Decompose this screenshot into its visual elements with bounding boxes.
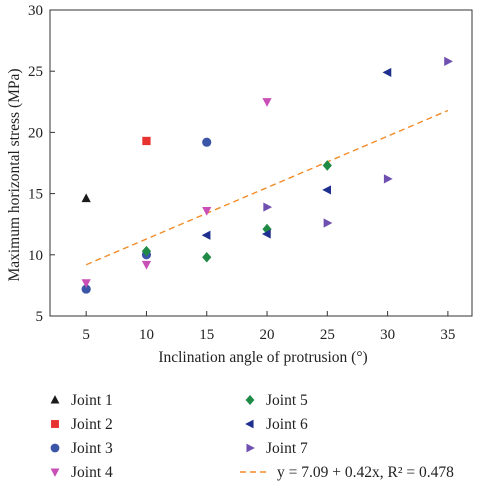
data-point-joint-6 bbox=[382, 67, 392, 78]
data-point-joint-7 bbox=[323, 218, 333, 228]
x-tick-label: 35 bbox=[440, 327, 455, 343]
legend-label-joint-5: Joint 5 bbox=[266, 392, 308, 409]
y-tick-label: 15 bbox=[28, 187, 43, 203]
x-tick-label: 30 bbox=[380, 327, 395, 343]
legend-label-joint-7: Joint 7 bbox=[266, 440, 308, 457]
data-point-joint-6 bbox=[201, 230, 211, 240]
data-point-joint-4 bbox=[262, 98, 272, 107]
legend-label-joint-3: Joint 3 bbox=[71, 440, 113, 457]
data-point-joint-4 bbox=[202, 207, 212, 216]
x-tick-label: 5 bbox=[82, 327, 90, 343]
legend-label-joint-4: Joint 4 bbox=[71, 464, 113, 481]
legend-label-joint-2: Joint 2 bbox=[71, 416, 113, 433]
y-tick-label: 20 bbox=[28, 125, 43, 141]
legend-label-joint-1: Joint 1 bbox=[71, 392, 113, 409]
data-point-joint-7 bbox=[263, 202, 273, 212]
data-point-joint-5 bbox=[322, 160, 332, 171]
legend-marker-joint-7 bbox=[246, 443, 255, 453]
x-axis-title: Inclination angle of protrusion (°) bbox=[158, 349, 367, 366]
data-point-joint-6 bbox=[322, 185, 331, 195]
data-point-joint-4 bbox=[81, 279, 91, 289]
x-tick-label: 15 bbox=[199, 327, 214, 343]
data-point-joint-5 bbox=[141, 245, 152, 257]
data-point-joint-2 bbox=[142, 136, 151, 146]
y-axis-title: Maximum horizontal stress (MPa) bbox=[6, 68, 23, 281]
data-point-joint-7 bbox=[444, 56, 453, 67]
data-point-joint-7 bbox=[383, 174, 393, 184]
legend-marker-joint-5 bbox=[245, 394, 255, 406]
x-tick-label: 20 bbox=[260, 327, 275, 343]
x-tick-label: 25 bbox=[320, 327, 335, 343]
y-tick-label: 5 bbox=[36, 309, 44, 325]
legend-marker-joint-4 bbox=[50, 468, 60, 477]
y-tick-label: 30 bbox=[28, 3, 43, 19]
legend-marker-joint-1 bbox=[50, 395, 60, 404]
data-point-joint-5 bbox=[202, 251, 212, 263]
y-tick-label: 25 bbox=[28, 64, 43, 80]
data-point-joint-4 bbox=[141, 260, 152, 270]
legend-marker-joint-6 bbox=[245, 419, 254, 429]
data-point-joint-3 bbox=[202, 137, 212, 147]
data-point-joint-3 bbox=[81, 284, 91, 294]
legend-label-fit: y = 7.09 + 0.42x, R² = 0.478 bbox=[277, 464, 454, 481]
x-tick-label: 10 bbox=[139, 327, 154, 343]
data-point-joint-1 bbox=[81, 193, 91, 203]
fit-line bbox=[85, 109, 449, 266]
y-tick-label: 10 bbox=[28, 248, 43, 264]
legend-marker-joint-2 bbox=[51, 420, 59, 428]
legend-label-joint-6: Joint 6 bbox=[266, 416, 308, 433]
legend-marker-joint-3 bbox=[50, 443, 60, 453]
data-point-joint-6 bbox=[261, 229, 271, 239]
plot-area: 5 10 15 20 25 30 35 5 10 15 20 25 30 bbox=[28, 3, 473, 343]
legend: Joint 1 Joint 2 Joint 3 Joint 4 Joint 5 Joint… bbox=[50, 392, 454, 481]
plot-frame bbox=[49, 9, 473, 317]
